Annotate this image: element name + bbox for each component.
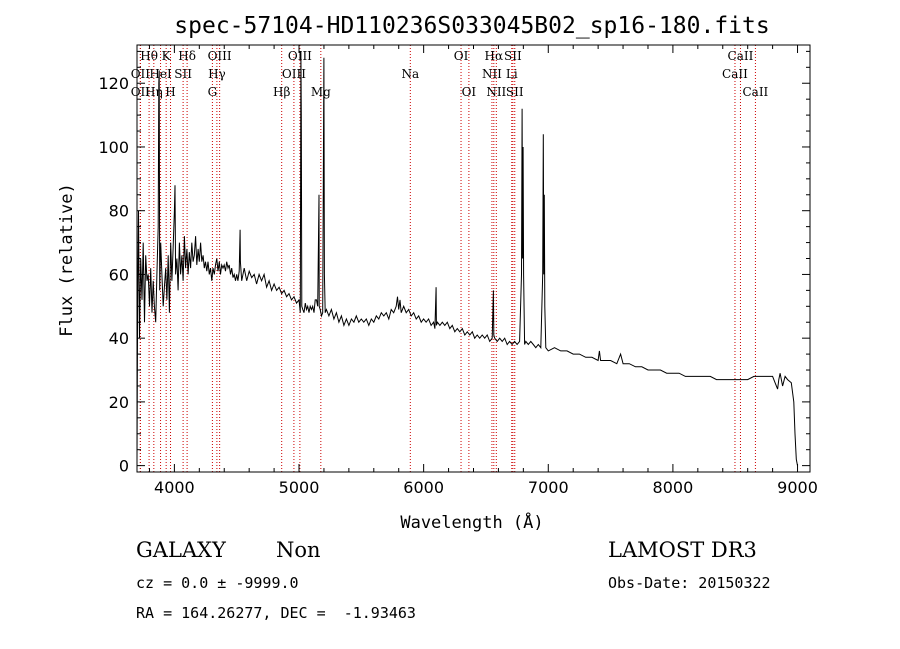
- observation-date: Obs-Date: 20150322: [608, 574, 771, 592]
- object-class: GALAXY: [136, 538, 226, 562]
- x-tick-label: 6000: [403, 478, 444, 497]
- y-tick-label: 80: [109, 202, 129, 221]
- line-label: SII: [174, 67, 192, 81]
- y-axis-label: Flux (relative): [57, 183, 77, 337]
- line-label: SII: [504, 49, 522, 63]
- survey-label: LAMOST DR3: [608, 538, 757, 562]
- line-label: OIII: [288, 49, 312, 63]
- line-markers: [139, 45, 756, 472]
- line-label: K: [162, 49, 172, 63]
- line-label: NII: [486, 85, 506, 99]
- y-tick-label: 120: [98, 74, 129, 93]
- line-label: Hθ: [140, 49, 158, 63]
- x-tick-label: 9000: [777, 478, 818, 497]
- y-tick-label: 60: [109, 265, 129, 284]
- y-tick-label: 0: [119, 457, 129, 476]
- chart-title: spec-57104-HD110236S033045B02_sp16-180.f…: [174, 13, 769, 39]
- x-tick-label: 4000: [154, 478, 195, 497]
- y-tick-label: 100: [98, 138, 129, 157]
- line-label: Li: [506, 67, 518, 81]
- line-label: NII: [482, 67, 502, 81]
- x-tick-label: 7000: [528, 478, 569, 497]
- line-label: Mg: [311, 85, 331, 99]
- line-label: OIII: [208, 49, 232, 63]
- line-label: Hη: [145, 85, 163, 99]
- line-label: SII: [506, 85, 524, 99]
- line-label: Hα: [485, 49, 504, 63]
- x-tick-label: 8000: [653, 478, 694, 497]
- line-label: Hδ: [178, 49, 196, 63]
- y-tick-label: 20: [109, 393, 129, 412]
- spectrum-line: [136, 51, 798, 466]
- x-tick-label: 5000: [279, 478, 320, 497]
- x-axis-label: Wavelength (Å): [400, 511, 543, 533]
- line-label: G: [208, 85, 218, 99]
- line-label: OII: [131, 85, 151, 99]
- line-label: Hγ: [208, 67, 226, 81]
- line-label: CaII: [728, 49, 754, 63]
- ra-dec-coordinates: RA = 164.26277, DEC = -1.93463: [136, 604, 416, 622]
- line-label: OI: [462, 85, 477, 99]
- line-label: OIII: [282, 67, 306, 81]
- y-tick-label: 40: [109, 329, 129, 348]
- object-subclass: Non: [276, 538, 321, 562]
- line-label: CaII: [742, 85, 768, 99]
- line-label: HeI: [149, 67, 172, 81]
- line-label: Hβ: [273, 85, 290, 99]
- line-label: OII: [131, 67, 151, 81]
- line-label: CaII: [722, 67, 748, 81]
- axis-ticks: 4000 5000 6000 7000 8000 9000 0 20 40 60 80 100 120: [98, 45, 818, 497]
- plot-frame: [136, 44, 811, 473]
- line-label: Na: [401, 67, 419, 81]
- line-label: OI: [454, 49, 469, 63]
- line-label: H: [165, 85, 175, 99]
- line-labels: Hθ OII OII K HeI Hη Hδ SII H OIII Hγ G OIII OIII Hβ Mg N…: [131, 49, 769, 99]
- redshift-cz: cz = 0.0 ± -9999.0: [136, 574, 299, 592]
